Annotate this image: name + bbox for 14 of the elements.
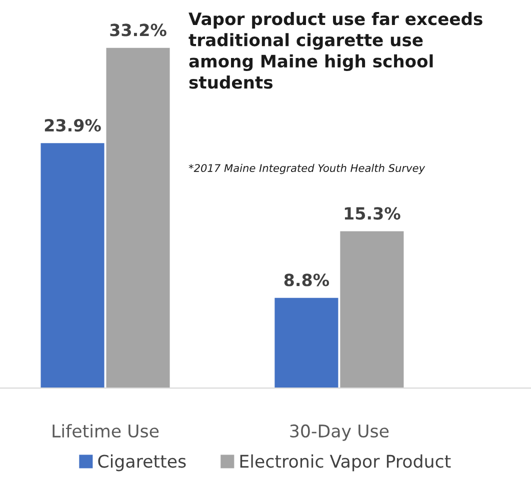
x-tick-label: 30-Day Use: [290, 424, 389, 441]
bar: [340, 231, 404, 388]
bar: [106, 48, 170, 388]
bar: [40, 143, 104, 388]
chart-title: Vapor product use far exceeds traditional cigarette use among Maine high school students: [188, 12, 482, 89]
bar: [274, 298, 338, 388]
data-label: 15.3%: [344, 207, 400, 220]
x-tick-label: Lifetime Use: [52, 424, 159, 438]
annotation: *2017 Maine Integrated Youth Health Survey: [188, 164, 426, 174]
legend-label: Cigarettes: [98, 454, 186, 472]
data-label: 8.8%: [284, 274, 330, 286]
legend-label: Electronic Vapor Product: [240, 454, 451, 472]
data-label: 33.2%: [110, 24, 166, 36]
data-label: 23.9%: [44, 118, 101, 132]
